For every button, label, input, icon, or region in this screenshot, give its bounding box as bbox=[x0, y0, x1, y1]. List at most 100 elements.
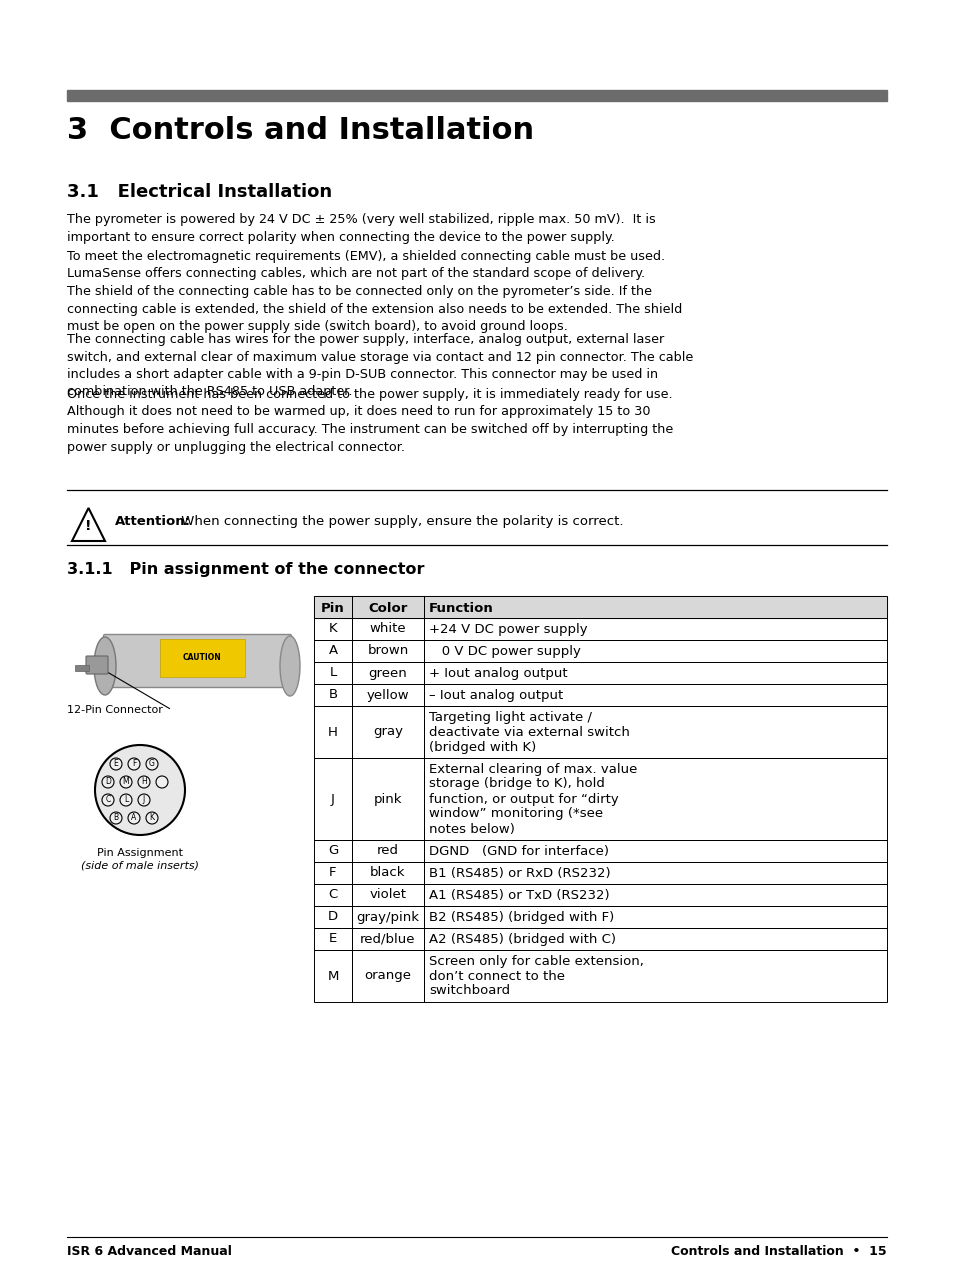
Bar bbox=[423, 839, 886, 862]
Text: H: H bbox=[328, 725, 337, 738]
Text: deactivate via external switch: deactivate via external switch bbox=[429, 725, 629, 738]
Text: The shield of the connecting cable has to be connected only on the pyrometer’s s: The shield of the connecting cable has t… bbox=[67, 284, 681, 333]
Bar bbox=[423, 950, 886, 1002]
Text: G: G bbox=[328, 845, 337, 857]
Text: gray/pink: gray/pink bbox=[356, 911, 419, 923]
Text: 3.1.1   Pin assignment of the connector: 3.1.1 Pin assignment of the connector bbox=[67, 563, 424, 577]
Bar bbox=[352, 685, 423, 706]
Text: white: white bbox=[370, 622, 406, 635]
Text: B2 (RS485) (bridged with F): B2 (RS485) (bridged with F) bbox=[429, 911, 614, 923]
Text: Color: Color bbox=[368, 602, 407, 615]
Text: Pin: Pin bbox=[321, 602, 345, 615]
Text: E: E bbox=[113, 759, 118, 768]
Circle shape bbox=[120, 776, 132, 787]
Text: F: F bbox=[132, 759, 136, 768]
Text: C: C bbox=[105, 795, 111, 804]
Text: M: M bbox=[327, 969, 338, 983]
Text: 12-Pin Connector: 12-Pin Connector bbox=[67, 705, 163, 715]
Text: +24 V DC power supply: +24 V DC power supply bbox=[429, 622, 587, 635]
Text: red: red bbox=[376, 845, 398, 857]
Text: Pin Assignment: Pin Assignment bbox=[97, 848, 183, 859]
Bar bbox=[314, 906, 352, 928]
Bar bbox=[423, 596, 886, 618]
Circle shape bbox=[110, 812, 122, 824]
Circle shape bbox=[120, 794, 132, 806]
Bar bbox=[352, 862, 423, 884]
Bar bbox=[352, 950, 423, 1002]
Text: ISR 6 Advanced Manual: ISR 6 Advanced Manual bbox=[67, 1245, 232, 1259]
Bar bbox=[314, 928, 352, 950]
Text: brown: brown bbox=[367, 644, 408, 658]
Text: (side of male inserts): (side of male inserts) bbox=[81, 861, 199, 871]
Bar bbox=[314, 950, 352, 1002]
Text: DGND   (GND for interface): DGND (GND for interface) bbox=[429, 845, 608, 857]
Bar bbox=[423, 928, 886, 950]
Text: J: J bbox=[331, 792, 335, 805]
Circle shape bbox=[156, 776, 168, 787]
Bar bbox=[314, 596, 886, 618]
Text: green: green bbox=[368, 667, 407, 679]
Text: black: black bbox=[370, 866, 405, 880]
Circle shape bbox=[95, 745, 185, 834]
Bar bbox=[314, 662, 352, 685]
Circle shape bbox=[138, 776, 150, 787]
Bar bbox=[314, 706, 352, 758]
Text: The pyrometer is powered by 24 V DC ± 25% (very well stabilized, ripple max. 50 : The pyrometer is powered by 24 V DC ± 25… bbox=[67, 213, 655, 244]
Text: pink: pink bbox=[374, 792, 402, 805]
Bar bbox=[352, 618, 423, 640]
Bar bbox=[352, 928, 423, 950]
Bar bbox=[352, 758, 423, 839]
Text: M: M bbox=[123, 777, 130, 786]
Text: B: B bbox=[328, 688, 337, 701]
Bar bbox=[314, 839, 352, 862]
Text: B1 (RS485) or RxD (RS232): B1 (RS485) or RxD (RS232) bbox=[429, 866, 610, 880]
Text: E: E bbox=[329, 932, 336, 945]
Text: gray: gray bbox=[373, 725, 402, 738]
Circle shape bbox=[102, 776, 113, 787]
Bar bbox=[352, 706, 423, 758]
Bar bbox=[314, 862, 352, 884]
Text: L: L bbox=[124, 795, 128, 804]
Circle shape bbox=[146, 758, 158, 770]
Text: don’t connect to the: don’t connect to the bbox=[429, 969, 564, 983]
FancyBboxPatch shape bbox=[86, 657, 108, 674]
Text: J: J bbox=[143, 795, 145, 804]
Ellipse shape bbox=[94, 638, 116, 695]
Bar bbox=[423, 640, 886, 662]
Text: H: H bbox=[141, 777, 147, 786]
Text: F: F bbox=[329, 866, 336, 880]
Text: B: B bbox=[113, 814, 118, 823]
Text: 3.1   Electrical Installation: 3.1 Electrical Installation bbox=[67, 183, 332, 201]
Bar bbox=[423, 884, 886, 906]
Text: Function: Function bbox=[429, 602, 494, 615]
Bar bbox=[160, 639, 245, 677]
Bar bbox=[352, 662, 423, 685]
Text: To meet the electromagnetic requirements (EMV), a shielded connecting cable must: To meet the electromagnetic requirements… bbox=[67, 250, 664, 281]
Circle shape bbox=[110, 758, 122, 770]
Bar bbox=[67, 90, 886, 102]
Text: A: A bbox=[328, 644, 337, 658]
Text: A1 (RS485) or TxD (RS232): A1 (RS485) or TxD (RS232) bbox=[429, 889, 609, 902]
Text: C: C bbox=[328, 889, 337, 902]
Text: D: D bbox=[105, 777, 111, 786]
Bar bbox=[352, 839, 423, 862]
Bar bbox=[423, 618, 886, 640]
Circle shape bbox=[102, 794, 113, 806]
Bar bbox=[352, 640, 423, 662]
Circle shape bbox=[146, 812, 158, 824]
Text: notes below): notes below) bbox=[429, 823, 515, 836]
Bar bbox=[423, 685, 886, 706]
Text: The connecting cable has wires for the power supply, interface, analog output, e: The connecting cable has wires for the p… bbox=[67, 333, 693, 399]
Text: + Iout analog output: + Iout analog output bbox=[429, 667, 567, 679]
Bar bbox=[352, 596, 423, 618]
Text: A2 (RS485) (bridged with C): A2 (RS485) (bridged with C) bbox=[429, 932, 616, 945]
Bar bbox=[423, 706, 886, 758]
Text: L: L bbox=[329, 667, 336, 679]
Text: Attention:: Attention: bbox=[115, 516, 191, 528]
Bar bbox=[314, 618, 352, 640]
Text: A: A bbox=[132, 814, 136, 823]
Bar bbox=[314, 884, 352, 906]
Bar bbox=[423, 862, 886, 884]
Bar bbox=[314, 640, 352, 662]
Bar bbox=[423, 758, 886, 839]
